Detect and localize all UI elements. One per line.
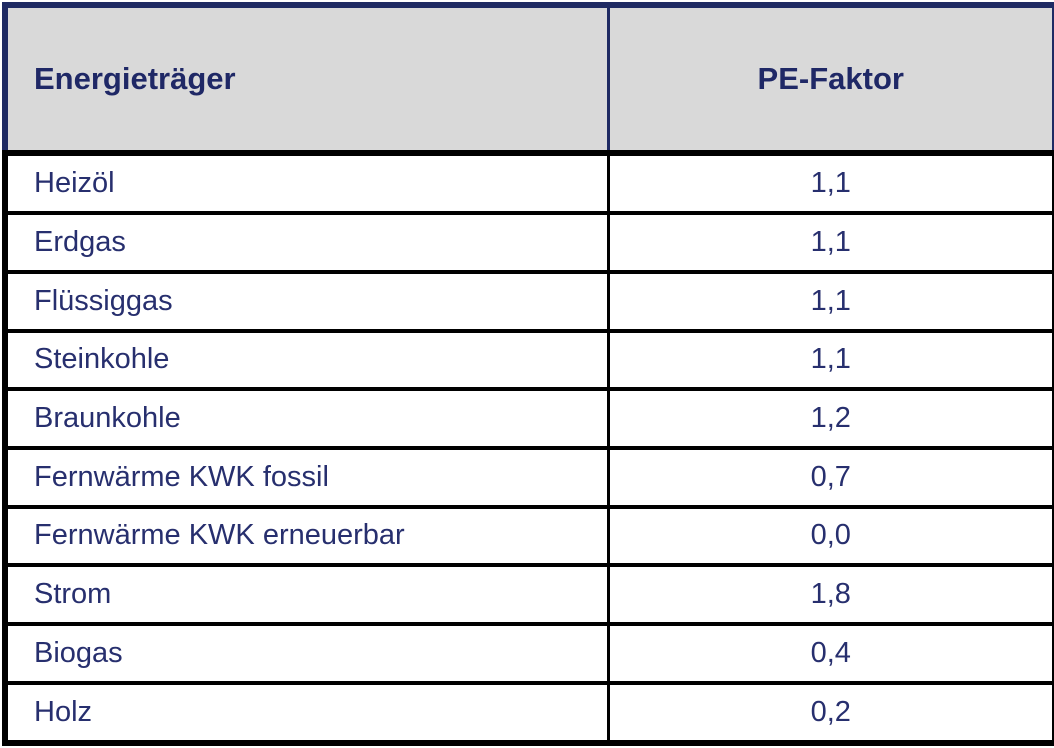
pe-factor-cell: 1,1 [606, 150, 1054, 216]
table-row: Fernwärme KWK erneuerbar 0,0 [2, 504, 1054, 568]
pe-factor-cell: 1,1 [606, 328, 1054, 392]
table-row: Braunkohle 1,2 [2, 387, 1054, 450]
energy-carrier-cell: Biogas [2, 622, 610, 685]
pe-factor-cell: 0,4 [606, 622, 1054, 685]
energy-carrier-cell: Holz [2, 680, 610, 747]
pe-factor-cell: 1,1 [606, 269, 1054, 333]
energy-carrier-cell: Fernwärme KWK fossil [2, 445, 610, 509]
pe-factor-cell: 0,7 [606, 445, 1054, 509]
energy-carrier-cell: Flüssiggas [2, 269, 610, 333]
table-row: Flüssiggas 1,1 [2, 269, 1054, 333]
energy-carrier-cell: Braunkohle [2, 387, 610, 450]
table-body: Heizöl 1,1 Erdgas 1,1 Flüssiggas 1,1 Ste… [2, 150, 1054, 747]
table-header-row: Energieträger PE-Faktor [2, 2, 1054, 156]
table-row: Erdgas 1,1 [2, 211, 1054, 274]
energy-carrier-cell: Erdgas [2, 211, 610, 274]
pe-factor-cell: 0,2 [606, 680, 1054, 747]
table-row: Steinkohle 1,1 [2, 328, 1054, 392]
pe-factor-cell: 1,8 [606, 563, 1054, 627]
pe-factor-cell: 1,1 [606, 211, 1054, 274]
energy-carrier-cell: Heizöl [2, 150, 610, 216]
pe-factor-cell: 1,2 [606, 387, 1054, 450]
column-header-energy-carrier: Energieträger [2, 2, 610, 156]
table-row: Holz 0,2 [2, 680, 1054, 747]
column-header-pe-factor: PE-Faktor [606, 2, 1054, 156]
energy-carrier-cell: Steinkohle [2, 328, 610, 392]
pe-factor-cell: 0,0 [606, 504, 1054, 568]
energy-carrier-cell: Strom [2, 563, 610, 627]
table-row: Strom 1,8 [2, 563, 1054, 627]
table-row: Fernwärme KWK fossil 0,7 [2, 445, 1054, 509]
energy-carrier-cell: Fernwärme KWK erneuerbar [2, 504, 610, 568]
table-row: Biogas 0,4 [2, 622, 1054, 685]
table-row: Heizöl 1,1 [2, 150, 1054, 216]
